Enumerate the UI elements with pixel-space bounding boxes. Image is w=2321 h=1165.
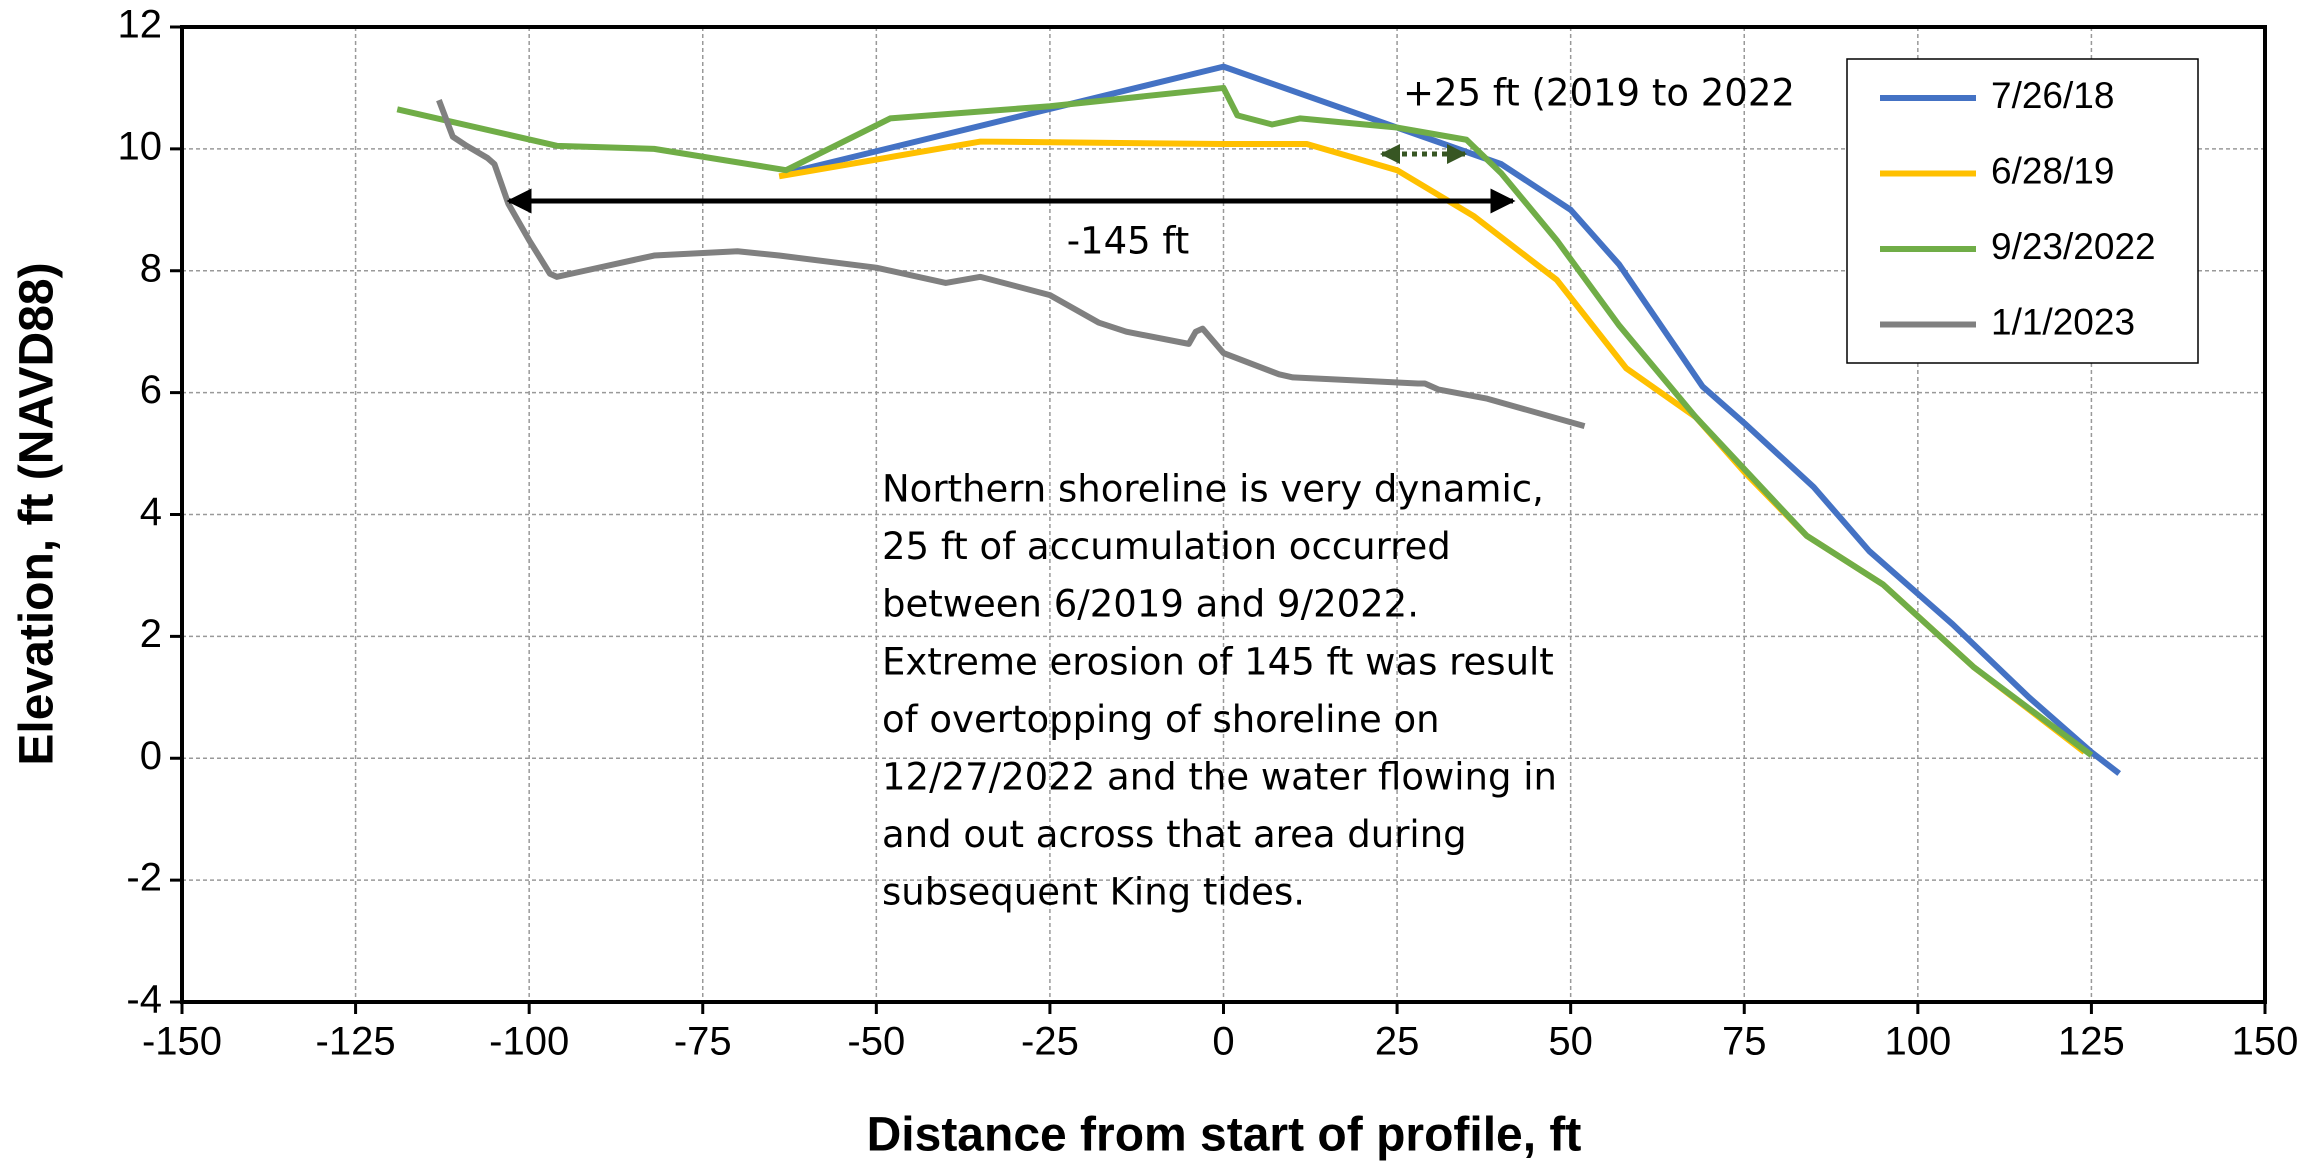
annotation: +25 ft (2019 to 2022 <box>1403 72 1795 115</box>
x-tick-label: -150 <box>142 1020 222 1064</box>
annotation: -145 ft <box>1067 220 1190 263</box>
x-tick-label: -100 <box>489 1020 569 1064</box>
note-line: between 6/2019 and 9/2022. <box>882 583 1419 626</box>
x-tick-label: -75 <box>674 1020 732 1064</box>
x-tick-label: 50 <box>1548 1020 1593 1064</box>
y-tick-label: 0 <box>140 734 162 778</box>
legend-label: 7/26/18 <box>1991 75 2114 116</box>
x-tick-label: 75 <box>1722 1020 1767 1064</box>
note-line: subsequent King tides. <box>882 871 1305 914</box>
x-tick-label: 0 <box>1212 1020 1234 1064</box>
lines <box>396 63 2122 776</box>
x-tick-label: 25 <box>1375 1020 1420 1064</box>
series-line <box>396 84 2094 758</box>
y-tick-label: -4 <box>126 978 162 1022</box>
y-tick-label: 2 <box>140 612 162 656</box>
y-tick-label: 6 <box>140 368 162 412</box>
x-tick-label: 100 <box>1884 1020 1951 1064</box>
x-tick-label: -25 <box>1021 1020 1079 1064</box>
series-line <box>785 63 2122 776</box>
legend-label: 9/23/2022 <box>1991 226 2156 267</box>
y-tick-label: 4 <box>140 490 162 534</box>
x-tick-label: 150 <box>2232 1020 2299 1064</box>
x-axis-title: Distance from start of profile, ft <box>867 1109 1582 1162</box>
y-tick-label: 10 <box>118 124 163 168</box>
x-tick-label: -125 <box>316 1020 396 1064</box>
y-axis-title: Elevation, ft (NAVD88) <box>11 262 64 765</box>
x-tick-label: 125 <box>2058 1020 2125 1064</box>
legend-label: 6/28/19 <box>1991 150 2114 191</box>
note-line: Northern shoreline is very dynamic, <box>882 468 1544 511</box>
note-line: 12/27/2022 and the water flowing in <box>882 756 1557 799</box>
y-tick-label: 12 <box>118 3 163 47</box>
series-line <box>436 99 1586 430</box>
legend-box <box>1846 58 2199 364</box>
note-line: of overtopping of shoreline on <box>882 698 1440 741</box>
x-tick-label: -50 <box>847 1020 905 1064</box>
note-line: and out across that area during <box>882 813 1467 856</box>
legend-label: 1/1/2023 <box>1991 301 2135 342</box>
y-tick-label: -2 <box>126 856 162 900</box>
note-line: Extreme erosion of 145 ft was result <box>882 640 1554 683</box>
note-line: 25 ft of accumulation occurred <box>882 525 1451 568</box>
y-tick-label: 8 <box>140 246 162 290</box>
